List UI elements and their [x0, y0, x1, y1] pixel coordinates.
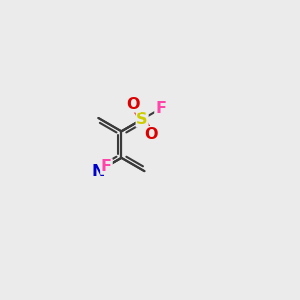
Text: O: O	[127, 97, 140, 112]
Text: O: O	[144, 127, 158, 142]
Text: N: N	[92, 164, 105, 178]
Text: F: F	[101, 159, 112, 174]
Text: S: S	[136, 112, 148, 127]
Text: F: F	[155, 101, 166, 116]
